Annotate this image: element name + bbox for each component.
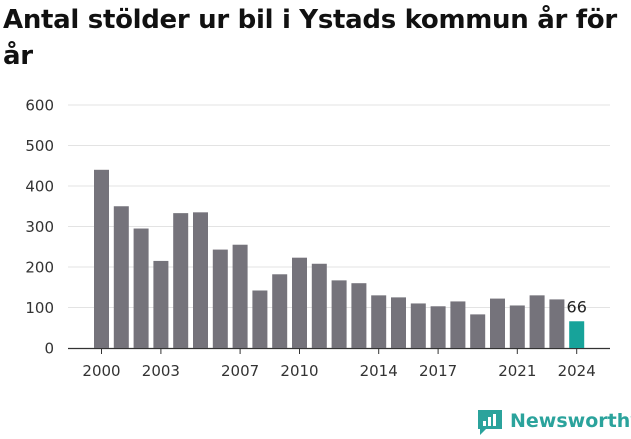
y-axis-tick-labels: 0 100 200 300 400 500 600 [25, 97, 54, 358]
bar-2013 [351, 283, 367, 348]
bar-2003 [153, 260, 169, 348]
y-tick-label-300: 300 [25, 218, 54, 236]
bar-2004 [173, 213, 189, 348]
bar-2019 [470, 314, 486, 348]
bar-2015 [391, 297, 406, 348]
bar-2023 [549, 299, 565, 348]
bar-2011 [311, 263, 327, 348]
x-axis-ticks: 2000 2003 2007 2010 2014 2017 2021 2024 [82, 348, 596, 380]
bar-2017 [430, 306, 446, 348]
bar-2000 [94, 169, 109, 348]
y-tick-label-100: 100 [25, 299, 54, 317]
y-tick-label-0: 0 [44, 340, 54, 358]
y-tick-label-400: 400 [25, 178, 54, 196]
y-tick-label-500: 500 [25, 137, 54, 155]
bar-2018 [450, 301, 466, 348]
x-tick-label-2000: 2000 [82, 362, 120, 380]
bar-2007 [232, 244, 248, 348]
bar-2009 [272, 274, 288, 348]
bar-2005 [193, 212, 208, 348]
bar-2012 [331, 280, 347, 348]
bar-2021 [509, 305, 525, 348]
bars [94, 169, 585, 348]
data-labels: 66 [567, 297, 587, 316]
bar-2002 [133, 228, 149, 348]
newsworthy-logo: Newsworthy [476, 408, 631, 438]
newsworthy-logo-text: Newsworthy [510, 410, 631, 432]
bar-2006 [212, 249, 228, 348]
data-label-2024: 66 [567, 297, 587, 316]
x-tick-label-2014: 2014 [360, 362, 398, 380]
x-tick-label-2010: 2010 [280, 362, 318, 380]
y-tick-label-600: 600 [25, 97, 54, 115]
x-tick-label-2024: 2024 [558, 362, 596, 380]
bar-2020 [490, 298, 505, 348]
bar-2024 [569, 321, 585, 348]
bar-2016 [410, 303, 426, 348]
newsworthy-logo-icon [478, 410, 502, 435]
x-tick-label-2007: 2007 [221, 362, 259, 380]
x-tick-label-2003: 2003 [142, 362, 180, 380]
bar-2001 [113, 206, 129, 348]
x-tick-label-2017: 2017 [419, 362, 457, 380]
chart-title: Antal stölder ur bil i Ystads kommun år … [3, 5, 617, 71]
bar-2008 [252, 290, 268, 348]
bar-2022 [529, 295, 545, 348]
y-tick-label-200: 200 [25, 259, 54, 277]
x-tick-label-2021: 2021 [498, 362, 536, 380]
bar-2010 [292, 257, 307, 348]
bar-2014 [371, 295, 387, 348]
